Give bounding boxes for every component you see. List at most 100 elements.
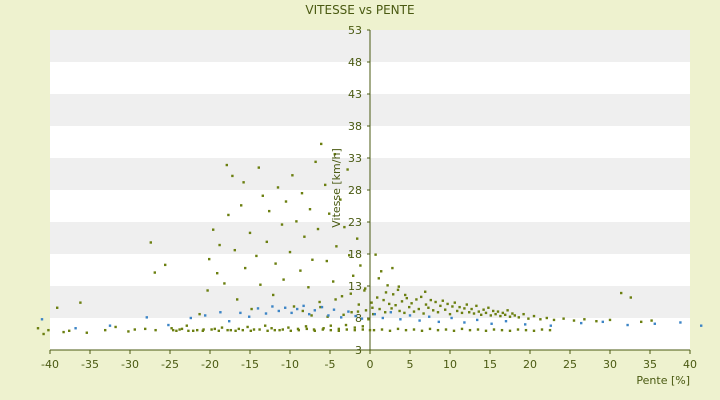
data-point <box>234 329 237 332</box>
y-tick-label: 53 <box>348 24 362 37</box>
data-point <box>313 329 316 332</box>
data-point <box>274 262 277 265</box>
data-point <box>477 310 480 313</box>
y-tick-label: 33 <box>348 152 362 165</box>
data-point <box>185 324 188 327</box>
data-point <box>410 302 413 305</box>
data-point <box>244 266 247 270</box>
data-point <box>337 327 340 331</box>
y-tick-label: 38 <box>348 120 362 133</box>
x-tick-label: 5 <box>407 358 414 371</box>
data-point <box>42 332 45 336</box>
data-point <box>382 298 385 302</box>
data-point <box>384 311 387 314</box>
data-point <box>389 311 392 314</box>
data-point <box>476 328 480 331</box>
data-point <box>198 312 201 316</box>
data-point <box>372 328 376 332</box>
data-point <box>429 298 432 302</box>
data-point <box>304 325 308 328</box>
data-point <box>380 328 384 331</box>
data-point <box>259 283 262 286</box>
data-point <box>404 293 407 297</box>
data-point <box>104 328 107 332</box>
data-point <box>344 323 348 327</box>
data-point <box>439 304 442 308</box>
data-point <box>532 314 536 318</box>
data-point <box>545 316 548 320</box>
data-point <box>258 328 261 331</box>
y-tick-label: 48 <box>348 56 362 69</box>
data-point <box>277 309 280 313</box>
data-point <box>350 311 353 314</box>
data-point <box>299 269 302 272</box>
data-point <box>292 305 296 308</box>
data-point <box>428 327 432 331</box>
data-point <box>271 305 274 308</box>
data-point <box>353 328 356 332</box>
y-tick-label: 8 <box>355 312 362 325</box>
data-point <box>256 307 260 310</box>
data-point <box>348 254 351 257</box>
data-point <box>463 321 466 324</box>
data-point <box>270 327 273 330</box>
data-point <box>272 293 275 297</box>
data-point <box>300 192 304 195</box>
data-point <box>212 228 215 231</box>
data-point <box>220 326 224 329</box>
data-point <box>223 282 226 285</box>
data-point <box>261 194 264 197</box>
data-point <box>470 307 473 311</box>
data-point <box>114 325 117 329</box>
data-point <box>326 315 329 318</box>
data-point <box>549 324 552 327</box>
data-point <box>236 298 239 301</box>
data-point <box>308 208 312 211</box>
data-point <box>388 302 391 306</box>
data-point <box>329 328 332 332</box>
data-point <box>144 327 147 331</box>
y-tick-label: 13 <box>348 280 362 293</box>
x-tick-label: -15 <box>241 358 259 371</box>
data-point <box>595 320 598 323</box>
data-point <box>396 327 400 331</box>
x-tick-label: -25 <box>161 358 179 371</box>
data-point <box>460 327 464 331</box>
data-point <box>276 186 280 189</box>
data-point <box>354 314 357 318</box>
data-point <box>62 330 65 334</box>
data-point <box>506 309 509 312</box>
data-point <box>360 317 364 320</box>
data-points <box>36 142 703 336</box>
data-point <box>74 327 77 330</box>
data-point <box>265 240 268 244</box>
data-point <box>372 312 375 316</box>
data-point <box>444 328 448 331</box>
data-point <box>371 306 374 309</box>
data-point <box>282 278 285 281</box>
x-tick-label: -5 <box>325 358 336 371</box>
data-point <box>318 300 321 304</box>
data-point <box>364 287 367 290</box>
data-point <box>226 328 229 332</box>
data-point <box>322 327 325 330</box>
data-point <box>626 323 629 327</box>
data-point <box>437 320 440 324</box>
data-point <box>273 328 276 332</box>
data-point <box>342 313 345 316</box>
x-tick-label: 30 <box>603 358 617 371</box>
data-point <box>337 329 340 332</box>
data-point <box>218 243 221 247</box>
data-point <box>451 305 454 308</box>
data-point <box>472 312 476 315</box>
data-point <box>239 311 242 315</box>
data-point <box>154 328 157 332</box>
data-point <box>415 298 418 301</box>
data-point <box>484 329 488 332</box>
data-point <box>170 327 173 330</box>
data-point <box>327 314 330 317</box>
data-point <box>396 288 400 292</box>
data-point <box>172 328 175 332</box>
data-point <box>268 209 271 213</box>
